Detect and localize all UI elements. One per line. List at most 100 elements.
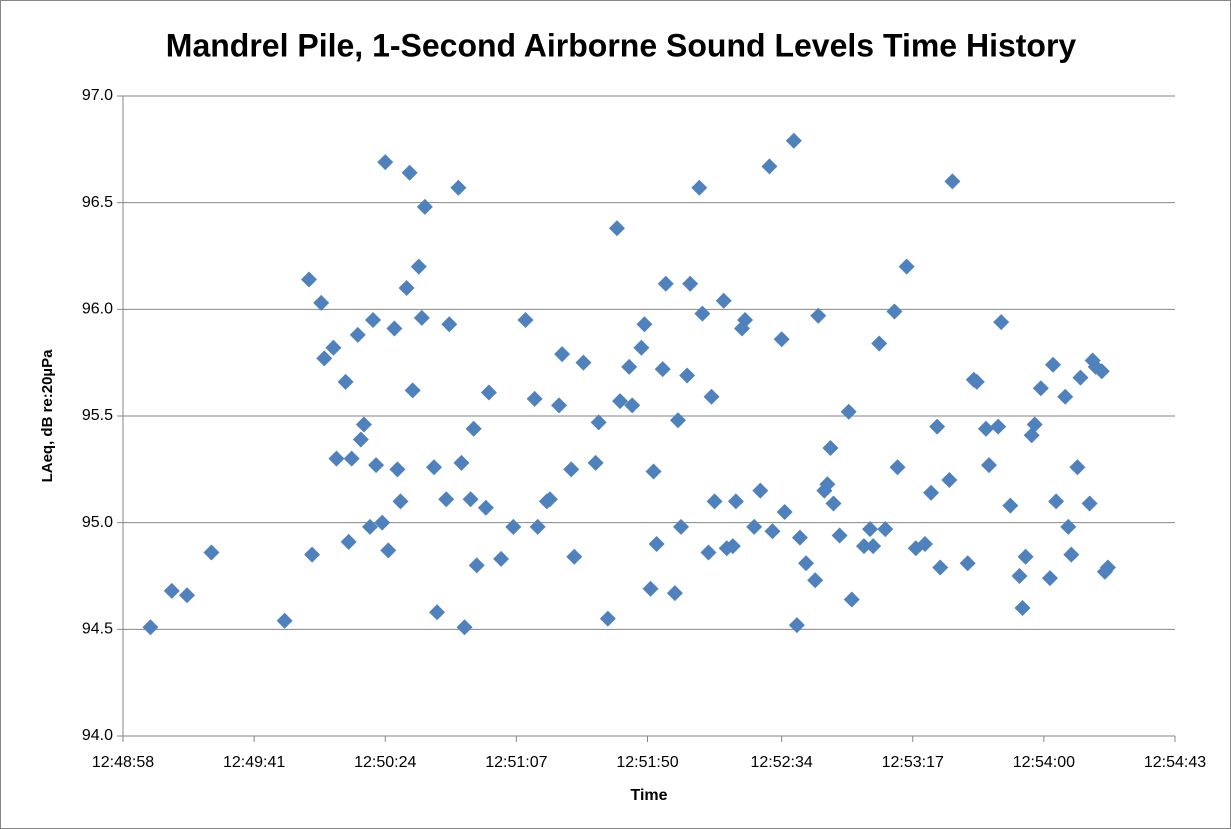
data-point — [682, 275, 699, 292]
data-point — [304, 546, 321, 563]
y-tick-label: 96.5 — [82, 194, 113, 211]
x-tick-label: 12:54:43 — [1144, 754, 1206, 771]
data-point — [1045, 356, 1062, 373]
data-point — [368, 457, 385, 474]
data-point — [401, 164, 418, 181]
x-tick-label: 12:51:50 — [616, 754, 678, 771]
data-point — [1099, 559, 1116, 576]
data-point — [416, 198, 433, 215]
data-point — [374, 514, 391, 531]
data-point — [456, 619, 473, 636]
data-point — [822, 440, 839, 456]
data-point — [669, 412, 686, 429]
data-point — [426, 459, 443, 476]
data-point — [563, 461, 580, 478]
data-point — [642, 580, 659, 597]
data-point — [203, 544, 220, 561]
data-point — [1081, 495, 1098, 512]
data-point — [666, 585, 683, 602]
data-point — [636, 316, 653, 333]
data-point — [929, 418, 946, 435]
data-point — [810, 307, 827, 324]
data-point — [941, 472, 958, 488]
data-point — [1014, 600, 1031, 616]
data-point — [477, 499, 494, 516]
data-point — [825, 495, 842, 512]
data-point — [429, 604, 446, 621]
data-point — [355, 416, 372, 433]
data-point — [410, 258, 427, 275]
data-point — [462, 491, 479, 508]
x-tick-label: 12:49:41 — [223, 754, 285, 771]
data-point — [612, 393, 629, 410]
data-point — [886, 303, 903, 320]
data-point — [990, 418, 1007, 435]
x-axis-label: Time — [630, 787, 667, 804]
data-point — [831, 527, 848, 544]
data-point — [865, 538, 882, 555]
data-point — [843, 591, 860, 608]
data-point — [679, 367, 696, 384]
data-point — [737, 312, 754, 328]
data-point — [932, 559, 949, 576]
data-point — [1072, 369, 1089, 386]
data-point — [608, 220, 625, 237]
data-point — [1048, 493, 1065, 510]
data-point — [316, 350, 333, 367]
data-point — [1057, 388, 1074, 405]
data-point — [633, 339, 650, 356]
data-point — [590, 414, 607, 431]
data-point — [343, 450, 360, 467]
data-point — [944, 173, 961, 190]
data-point — [575, 354, 592, 371]
data-point — [1069, 459, 1086, 476]
data-point — [807, 572, 824, 589]
data-point — [377, 154, 394, 171]
data-point — [889, 459, 906, 476]
data-point — [480, 384, 497, 401]
data-point — [673, 518, 690, 535]
data-point — [398, 280, 415, 296]
data-point — [703, 388, 720, 405]
data-point — [529, 518, 546, 535]
data-point — [798, 555, 815, 572]
data-point — [1026, 416, 1043, 433]
data-point — [862, 521, 879, 538]
data-point — [413, 309, 430, 326]
data-point — [654, 361, 671, 378]
data-point — [624, 397, 641, 414]
data-point — [1032, 380, 1049, 397]
data-point — [923, 484, 940, 501]
data-point — [1017, 548, 1034, 565]
data-point — [386, 320, 403, 337]
data-point — [313, 294, 330, 311]
data-point — [517, 312, 534, 328]
data-point — [541, 491, 558, 508]
data-point — [752, 482, 769, 499]
data-point — [993, 314, 1010, 331]
y-tick-label: 94.5 — [82, 621, 113, 638]
y-tick-label: 95.5 — [82, 407, 113, 424]
data-point — [727, 493, 744, 510]
data-point — [450, 179, 467, 196]
data-point — [438, 491, 455, 508]
data-point — [301, 271, 318, 288]
y-tick-label: 96.0 — [82, 301, 113, 318]
data-point — [977, 420, 994, 437]
data-point — [746, 518, 763, 535]
data-point — [840, 403, 857, 420]
data-point — [551, 397, 568, 414]
x-tick-label: 12:54:00 — [1013, 754, 1075, 771]
data-point — [179, 587, 196, 604]
data-point — [788, 617, 805, 634]
data-point — [1093, 363, 1110, 380]
data-point — [700, 544, 717, 561]
data-point — [706, 493, 723, 510]
data-point — [819, 476, 836, 493]
data-point — [599, 610, 616, 627]
data-point — [776, 504, 793, 520]
data-point — [694, 305, 711, 322]
y-tick-label: 94.0 — [82, 727, 113, 744]
data-point — [453, 454, 470, 471]
